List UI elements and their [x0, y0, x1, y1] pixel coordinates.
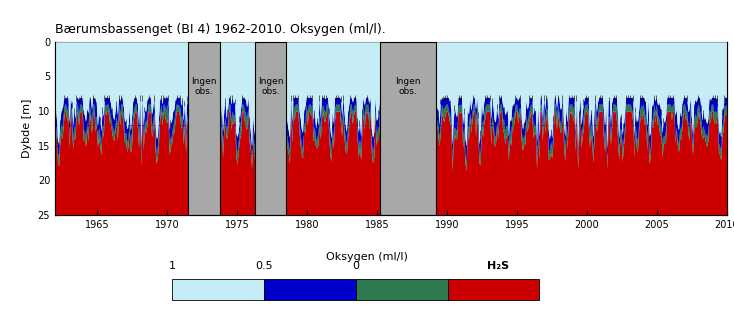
Bar: [188, 42, 220, 215]
Y-axis label: Dybde [m]: Dybde [m]: [22, 99, 32, 158]
Text: H₂S: H₂S: [487, 261, 509, 271]
Text: Ingen
obs.: Ingen obs.: [192, 77, 217, 97]
Text: Ingen
obs.: Ingen obs.: [395, 77, 421, 97]
Text: Ingen
obs.: Ingen obs.: [258, 77, 283, 97]
Text: Oksygen (ml/l): Oksygen (ml/l): [326, 252, 408, 262]
Text: 1: 1: [169, 261, 176, 271]
Text: 0.5: 0.5: [255, 261, 273, 271]
Bar: [379, 42, 436, 215]
Bar: [255, 42, 286, 215]
Text: Bærumsbassenget (BI 4) 1962-2010. Oksygen (ml/l).: Bærumsbassenget (BI 4) 1962-2010. Oksyge…: [55, 23, 386, 36]
Text: 0: 0: [352, 261, 360, 271]
